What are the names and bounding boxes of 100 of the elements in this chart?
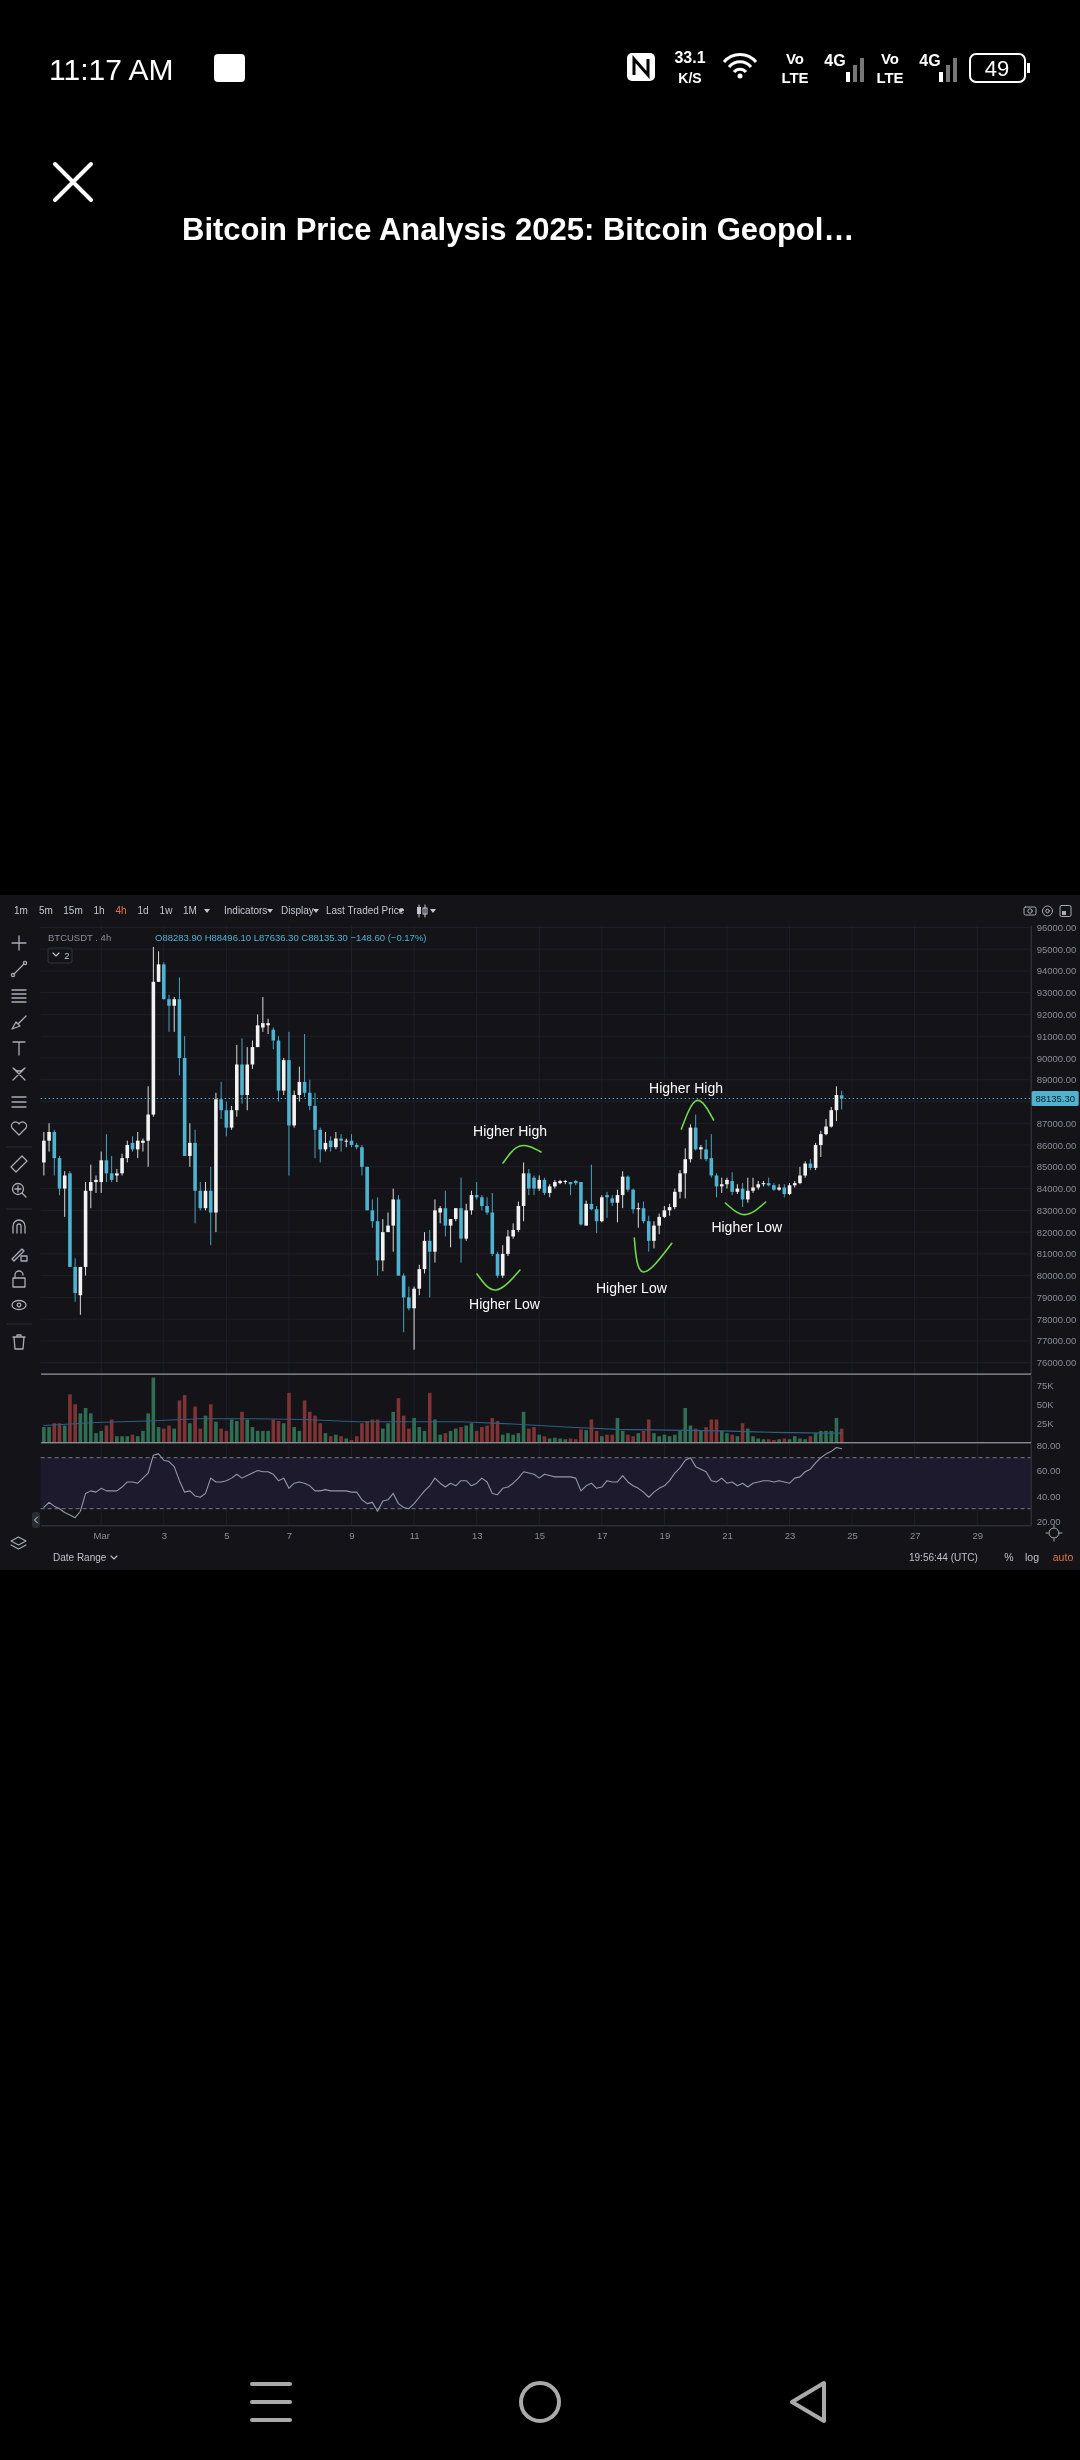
x-tick-label: 29 <box>972 1530 984 1542</box>
y-tick-label: 82000.00 <box>1036 1226 1077 1238</box>
candlestick <box>167 994 171 1033</box>
annotation: BTCUSDT . 4h <box>48 932 112 943</box>
x-tick-label: 23 <box>784 1530 796 1542</box>
x-tick-label: 27 <box>909 1530 921 1542</box>
y-tick-label: 78000.00 <box>1036 1313 1077 1325</box>
y-tick-label: 92000.00 <box>1036 1008 1077 1020</box>
candlestick <box>657 1213 661 1235</box>
bar <box>699 1430 703 1443</box>
bar <box>271 1419 276 1443</box>
annotation: Higher Low <box>595 1280 668 1296</box>
candlestick <box>646 1215 651 1253</box>
candlestick <box>120 1153 124 1176</box>
bar <box>646 1419 651 1443</box>
y-tick-label: 87000.00 <box>1036 1117 1077 1129</box>
text: 11:17 AM <box>49 53 174 86</box>
candlestick <box>683 1147 688 1199</box>
annotation: Higher Low <box>711 1219 784 1235</box>
x-tick-label: 9 <box>349 1530 355 1542</box>
candlestick <box>318 1127 323 1163</box>
x-tick-label: 15 <box>534 1530 546 1542</box>
bar <box>704 1427 708 1443</box>
candlestick <box>188 1122 192 1168</box>
y-tick-label: 94000.00 <box>1036 965 1077 977</box>
bar <box>281 1423 286 1443</box>
text: 5m <box>39 905 53 916</box>
y-tick-label: 40.00 <box>1036 1490 1061 1502</box>
text: 1M <box>183 905 197 916</box>
x-tick-label: Mar <box>93 1530 110 1542</box>
candlestick <box>751 1177 755 1194</box>
line-series <box>43 1446 843 1519</box>
text: 1h <box>93 905 105 916</box>
y-tick-label: 50K <box>1036 1398 1055 1410</box>
y-tick-label: 83000.00 <box>1036 1204 1077 1216</box>
candlestick <box>172 996 177 1033</box>
candlestick <box>485 1196 489 1216</box>
bar <box>407 1428 411 1443</box>
bar <box>339 1436 343 1443</box>
bar <box>537 1434 542 1443</box>
text: Date Range <box>53 1552 107 1563</box>
x-tick-label: 5 <box>224 1530 230 1542</box>
candlestick <box>198 1181 203 1211</box>
y-tick-label: 81000.00 <box>1036 1248 1077 1260</box>
candlestick <box>719 1177 724 1194</box>
x-tick-label: 21 <box>722 1530 733 1542</box>
candlestick <box>506 1229 510 1257</box>
y-tick-label: 95000.00 <box>1036 943 1077 955</box>
bar <box>62 1425 67 1443</box>
text: K/S <box>678 70 702 86</box>
candlestick <box>88 1164 93 1209</box>
candlestick <box>829 1106 834 1129</box>
candlestick <box>412 1286 416 1351</box>
candlestick <box>678 1169 682 1199</box>
text: Indicators <box>224 905 268 916</box>
text: 49 <box>984 56 1010 81</box>
x-tick-label: 3 <box>161 1530 167 1542</box>
x-tick-label: 11 <box>409 1530 420 1542</box>
bar <box>172 1428 177 1443</box>
candlestick <box>631 1188 635 1215</box>
annotation: O88283.90 H88496.10 L87636.30 C88135.30 −148.60 (−0.17%) <box>155 932 427 943</box>
candlestick <box>819 1130 823 1158</box>
y-tick-label: 25K <box>1036 1417 1055 1429</box>
candlestick <box>798 1166 802 1185</box>
text: Vo <box>785 50 805 67</box>
candlestick <box>360 1144 364 1176</box>
y-tick-label: 60.00 <box>1036 1465 1061 1477</box>
annotation: Higher Low <box>469 1295 541 1312</box>
candlestick <box>673 1188 677 1210</box>
candlestick <box>115 1168 119 1183</box>
y-tick-label: 75K <box>1036 1379 1055 1391</box>
annotation: Higher High <box>649 1080 723 1096</box>
text: Vo <box>880 50 900 67</box>
y-tick-label: 89000.00 <box>1036 1074 1077 1086</box>
text: 1m <box>14 905 28 916</box>
text: 4h <box>115 905 127 916</box>
bar <box>214 1421 218 1443</box>
candlestick <box>125 1140 130 1163</box>
text: 33.1 <box>674 49 706 66</box>
x-tick-label: 25 <box>847 1530 858 1542</box>
bar <box>772 1440 776 1443</box>
y-tick-label: 80000.00 <box>1036 1270 1077 1282</box>
bar <box>235 1420 239 1443</box>
x-tick-label: 13 <box>471 1530 483 1542</box>
line-series <box>43 1418 843 1434</box>
bar <box>344 1438 349 1443</box>
bar <box>427 1392 432 1443</box>
text: log <box>1024 1551 1040 1563</box>
x-tick-label: 17 <box>597 1530 608 1542</box>
bar <box>584 1430 588 1443</box>
y-tick-label: 77000.00 <box>1036 1335 1077 1347</box>
y-tick-label: 80.00 <box>1036 1439 1061 1451</box>
candlestick <box>824 1118 828 1136</box>
bar <box>464 1425 469 1443</box>
text: 1w <box>159 905 174 916</box>
bar <box>292 1427 296 1443</box>
bar <box>245 1419 250 1443</box>
bar <box>287 1392 291 1443</box>
text: 15m <box>63 905 83 916</box>
candlestick <box>704 1139 708 1162</box>
